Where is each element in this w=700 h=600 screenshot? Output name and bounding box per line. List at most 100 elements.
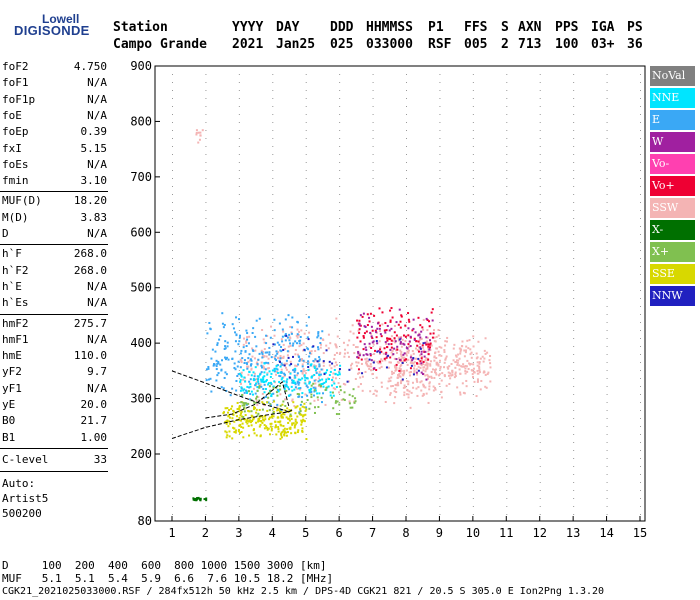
data-point: [443, 366, 446, 369]
grid-dot: [372, 90, 374, 91]
data-point: [256, 414, 259, 417]
grid-dot: [472, 514, 474, 515]
data-point: [285, 359, 288, 362]
data-point: [469, 348, 472, 351]
param-value: 110.0: [73, 349, 107, 363]
data-point: [280, 434, 283, 437]
grid-dot: [640, 170, 641, 171]
data-point: [402, 353, 405, 356]
data-point: [246, 338, 249, 341]
data-point: [240, 360, 243, 363]
data-point: [390, 327, 393, 330]
data-point: [319, 346, 322, 349]
data-point: [253, 372, 256, 375]
grid-dot: [305, 346, 307, 347]
grid-dot: [439, 186, 441, 187]
data-point: [323, 373, 326, 376]
data-point: [235, 333, 238, 336]
data-point: [243, 391, 246, 394]
grid-dot: [506, 194, 508, 195]
data-point: [372, 392, 375, 395]
data-point: [197, 496, 200, 499]
data-point: [362, 336, 365, 339]
data-point: [353, 352, 356, 355]
data-point: [415, 362, 418, 365]
data-point: [392, 353, 395, 356]
data-point: [441, 372, 444, 375]
grid-dot: [205, 170, 207, 171]
data-point: [278, 385, 281, 388]
data-point: [257, 358, 260, 361]
data-point: [405, 359, 408, 362]
data-point: [247, 365, 250, 368]
data-point: [234, 350, 237, 353]
data-point: [239, 358, 242, 361]
data-point: [312, 359, 315, 362]
data-point: [357, 372, 360, 375]
grid-dot: [406, 274, 407, 275]
grid-dot: [506, 330, 508, 331]
grid-dot: [472, 450, 474, 451]
data-point: [310, 393, 313, 396]
grid-dot: [439, 138, 441, 139]
grid-dot: [506, 506, 508, 507]
data-point: [281, 340, 284, 343]
data-point: [276, 370, 279, 373]
grid-dot: [472, 442, 474, 443]
grid-dot: [305, 314, 307, 315]
grid-dot: [640, 162, 641, 163]
grid-dot: [305, 306, 307, 307]
grid-dot: [272, 498, 274, 499]
data-point: [254, 349, 257, 352]
footer-muf-row: MUF 5.1 5.1 5.4 5.9 6.6 7.6 10.5 18.2 [M…: [2, 572, 334, 585]
data-point: [393, 347, 396, 350]
data-point: [318, 365, 321, 368]
data-point: [318, 373, 321, 376]
grid-dot: [472, 498, 474, 499]
grid-dot: [305, 210, 307, 211]
grid-dot: [339, 314, 341, 315]
data-point: [267, 361, 270, 364]
param-row-clevel: C-level 33: [2, 453, 107, 467]
data-point: [236, 408, 239, 411]
data-point: [359, 376, 362, 379]
grid-dot: [339, 330, 341, 331]
data-point: [478, 361, 481, 364]
data-point: [384, 331, 387, 334]
data-point: [464, 370, 467, 373]
grid-dot: [406, 194, 407, 195]
data-point: [407, 343, 410, 346]
logo-lowell: Lowell: [42, 12, 80, 26]
grid-dot: [205, 114, 207, 115]
grid-dot: [640, 458, 641, 459]
grid-dot: [406, 450, 407, 451]
data-point: [486, 373, 489, 376]
grid-dot: [439, 426, 441, 427]
data-point: [217, 360, 220, 363]
data-point: [226, 434, 229, 437]
grid-dot: [506, 386, 508, 387]
data-point: [245, 340, 248, 343]
data-point: [332, 372, 335, 375]
data-point: [293, 370, 296, 373]
grid-dot: [439, 234, 441, 235]
grid-dot: [372, 410, 374, 411]
data-point: [300, 358, 303, 361]
grid-dot: [339, 306, 341, 307]
data-point: [294, 386, 297, 389]
grid-dot: [506, 490, 508, 491]
grid-dot: [439, 130, 441, 131]
data-point: [435, 347, 438, 350]
data-point: [303, 348, 306, 351]
data-point: [424, 374, 427, 377]
data-point: [272, 415, 275, 418]
grid-dot: [406, 290, 407, 291]
grid-dot: [305, 506, 307, 507]
grid-dot: [172, 242, 173, 243]
grid-dot: [506, 90, 508, 91]
data-point: [426, 329, 429, 332]
data-point: [239, 382, 242, 385]
grid-dot: [606, 274, 608, 275]
data-point: [283, 372, 286, 375]
data-point: [468, 362, 471, 365]
